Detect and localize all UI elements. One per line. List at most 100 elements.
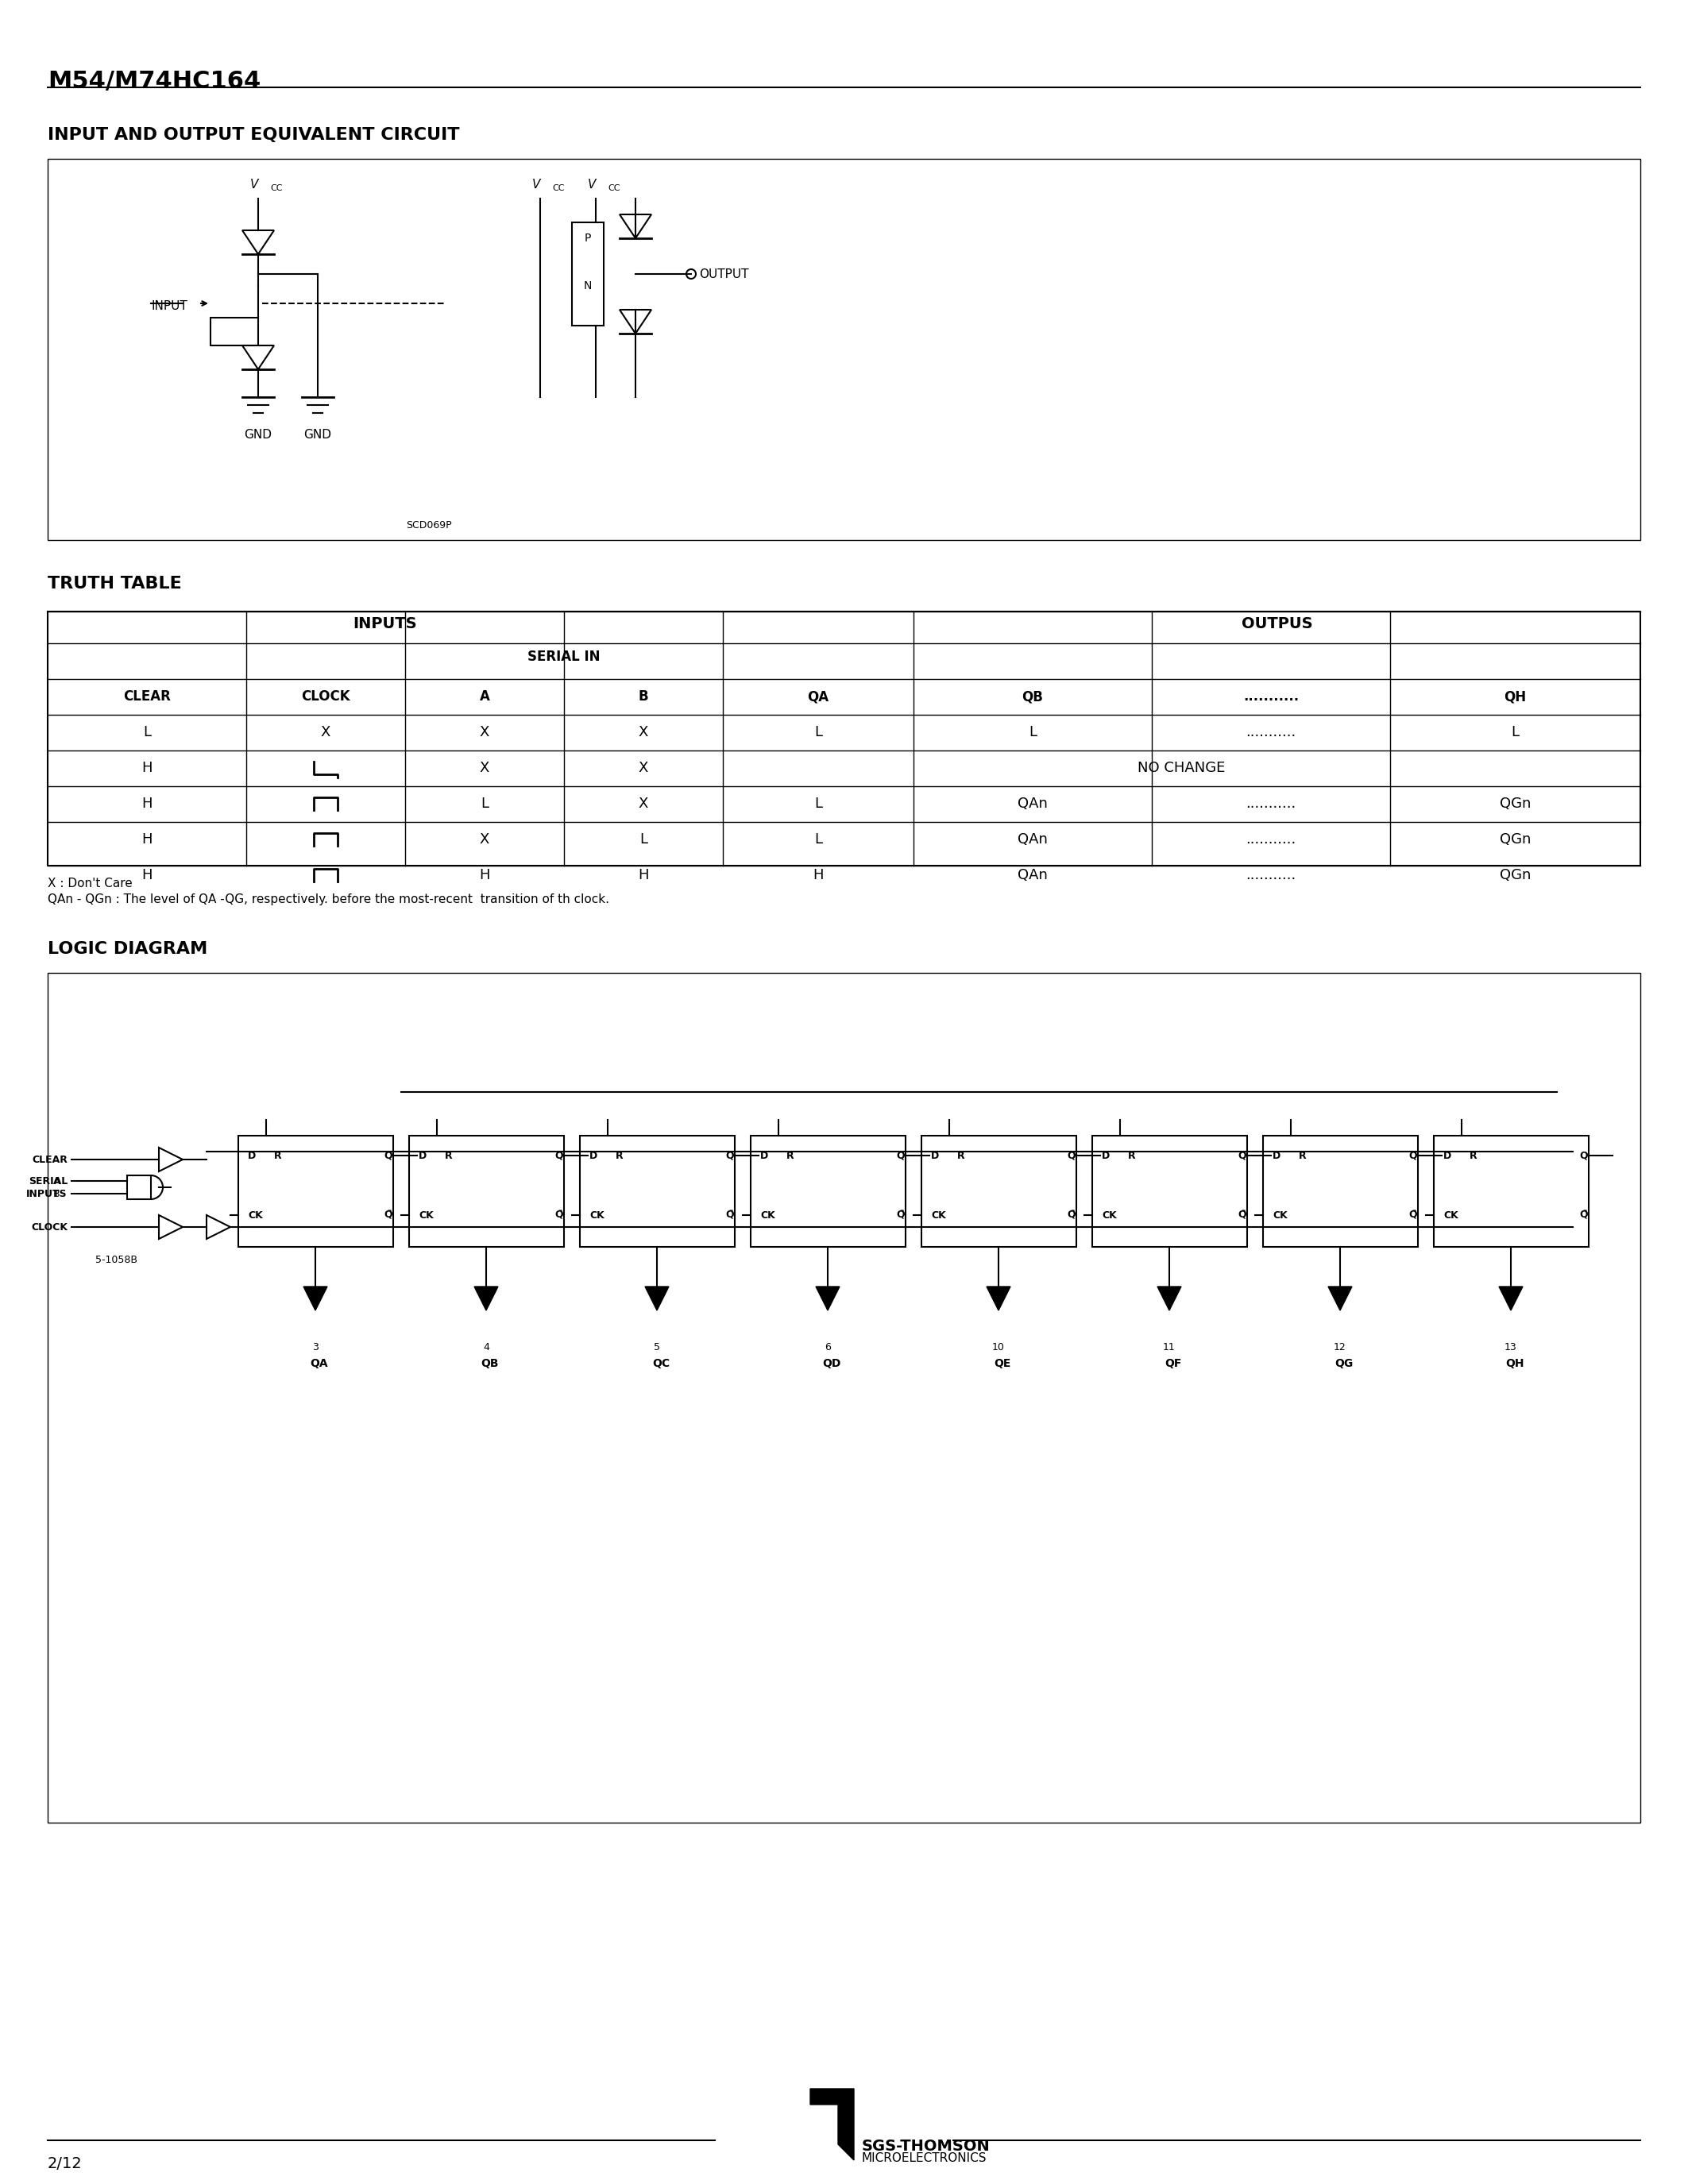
Bar bbox=[127, 1175, 150, 1199]
Text: P: P bbox=[584, 234, 591, 245]
Text: TRUTH TABLE: TRUTH TABLE bbox=[47, 577, 182, 592]
Text: L: L bbox=[640, 832, 648, 847]
Text: Q̄: Q̄ bbox=[1067, 1210, 1075, 1221]
Text: Q̄: Q̄ bbox=[1408, 1210, 1416, 1221]
Text: H: H bbox=[814, 867, 824, 882]
Text: OUTPUT: OUTPUT bbox=[699, 269, 749, 280]
Text: 4: 4 bbox=[483, 1343, 490, 1352]
Text: Q: Q bbox=[726, 1151, 734, 1160]
Text: B: B bbox=[638, 690, 648, 703]
Bar bbox=[572, 223, 604, 325]
Text: QAn: QAn bbox=[1018, 867, 1048, 882]
Text: L: L bbox=[814, 725, 822, 740]
Text: Q: Q bbox=[383, 1151, 392, 1160]
Text: X: X bbox=[321, 725, 331, 740]
Text: SGS-THOMSON: SGS-THOMSON bbox=[863, 2138, 991, 2153]
Text: D: D bbox=[1443, 1151, 1452, 1160]
Text: X: X bbox=[479, 832, 490, 847]
Text: X : Don't Care: X : Don't Care bbox=[47, 878, 132, 889]
Text: QF: QF bbox=[1165, 1358, 1182, 1369]
Text: QA: QA bbox=[311, 1358, 327, 1369]
Text: CC: CC bbox=[552, 183, 564, 192]
Text: V: V bbox=[250, 179, 258, 190]
Bar bbox=[238, 1136, 393, 1247]
Text: CLEAR: CLEAR bbox=[32, 1155, 68, 1164]
Text: ...........: ........... bbox=[1246, 725, 1296, 740]
Text: R: R bbox=[273, 1151, 282, 1160]
Text: QAn: QAn bbox=[1018, 797, 1048, 810]
Text: CK: CK bbox=[932, 1210, 945, 1221]
Text: L: L bbox=[481, 797, 488, 810]
Text: 13: 13 bbox=[1504, 1343, 1518, 1352]
Text: R: R bbox=[446, 1151, 452, 1160]
Text: INPUT AND OUTPUT EQUIVALENT CIRCUIT: INPUT AND OUTPUT EQUIVALENT CIRCUIT bbox=[47, 127, 459, 142]
Text: 2/12: 2/12 bbox=[47, 2156, 83, 2171]
Text: GND: GND bbox=[304, 428, 331, 441]
Text: R: R bbox=[1470, 1151, 1477, 1160]
Text: QH: QH bbox=[1506, 1358, 1524, 1369]
Text: Q̄: Q̄ bbox=[896, 1210, 905, 1221]
Text: Q: Q bbox=[1408, 1151, 1416, 1160]
Bar bbox=[47, 972, 1641, 1824]
Text: V: V bbox=[532, 179, 540, 190]
Polygon shape bbox=[1328, 1286, 1352, 1310]
Text: H: H bbox=[142, 797, 152, 810]
Text: INPUTS: INPUTS bbox=[27, 1188, 68, 1199]
Polygon shape bbox=[1499, 1286, 1523, 1310]
Text: CK: CK bbox=[1443, 1210, 1458, 1221]
Text: L: L bbox=[143, 725, 150, 740]
Text: R: R bbox=[787, 1151, 793, 1160]
Text: QA: QA bbox=[807, 690, 829, 703]
Text: Q̄: Q̄ bbox=[1237, 1210, 1246, 1221]
Text: A: A bbox=[52, 1175, 59, 1186]
Text: R: R bbox=[616, 1151, 623, 1160]
Text: Q̄: Q̄ bbox=[726, 1210, 734, 1221]
Polygon shape bbox=[815, 1286, 839, 1310]
Text: H: H bbox=[142, 832, 152, 847]
Text: X: X bbox=[638, 725, 648, 740]
Text: QC: QC bbox=[652, 1358, 670, 1369]
Text: D: D bbox=[589, 1151, 598, 1160]
Text: L: L bbox=[1511, 725, 1519, 740]
Text: 10: 10 bbox=[993, 1343, 1004, 1352]
Text: D: D bbox=[248, 1151, 257, 1160]
Bar bbox=[1092, 1136, 1247, 1247]
Text: Q̄: Q̄ bbox=[1580, 1210, 1588, 1221]
Text: CK: CK bbox=[589, 1210, 604, 1221]
Text: X: X bbox=[479, 760, 490, 775]
Text: CLEAR: CLEAR bbox=[123, 690, 170, 703]
Text: A: A bbox=[479, 690, 490, 703]
Text: R: R bbox=[1128, 1151, 1136, 1160]
Bar bbox=[47, 159, 1641, 539]
Text: X: X bbox=[638, 797, 648, 810]
Text: R: R bbox=[1298, 1151, 1307, 1160]
Text: CK: CK bbox=[760, 1210, 775, 1221]
Text: 5: 5 bbox=[653, 1343, 660, 1352]
Text: L: L bbox=[1028, 725, 1036, 740]
Text: Q: Q bbox=[554, 1151, 562, 1160]
Text: QAn: QAn bbox=[1018, 832, 1048, 847]
Text: 5-1058B: 5-1058B bbox=[95, 1256, 137, 1265]
Text: QG: QG bbox=[1335, 1358, 1354, 1369]
Text: SCD069P: SCD069P bbox=[407, 520, 452, 531]
Polygon shape bbox=[304, 1286, 327, 1310]
Text: X: X bbox=[638, 760, 648, 775]
Text: QE: QE bbox=[994, 1358, 1011, 1369]
Text: QGn: QGn bbox=[1499, 832, 1531, 847]
Text: H: H bbox=[479, 867, 490, 882]
Text: L: L bbox=[814, 832, 822, 847]
Bar bbox=[408, 1136, 564, 1247]
Text: GND: GND bbox=[245, 428, 272, 441]
Text: QAn - QGn : The level of QA -QG, respectively. before the most-recent  transitio: QAn - QGn : The level of QA -QG, respect… bbox=[47, 893, 609, 906]
Text: CC: CC bbox=[608, 183, 619, 192]
Polygon shape bbox=[986, 1286, 1011, 1310]
Text: R: R bbox=[957, 1151, 966, 1160]
Text: INPUT: INPUT bbox=[150, 299, 187, 312]
Text: MICROELECTRONICS: MICROELECTRONICS bbox=[863, 2151, 987, 2164]
Bar bbox=[1433, 1136, 1588, 1247]
Text: Q: Q bbox=[1067, 1151, 1075, 1160]
Text: Q̄: Q̄ bbox=[554, 1210, 562, 1221]
Bar bbox=[1263, 1136, 1418, 1247]
Polygon shape bbox=[1158, 1286, 1182, 1310]
Bar bbox=[922, 1136, 1077, 1247]
